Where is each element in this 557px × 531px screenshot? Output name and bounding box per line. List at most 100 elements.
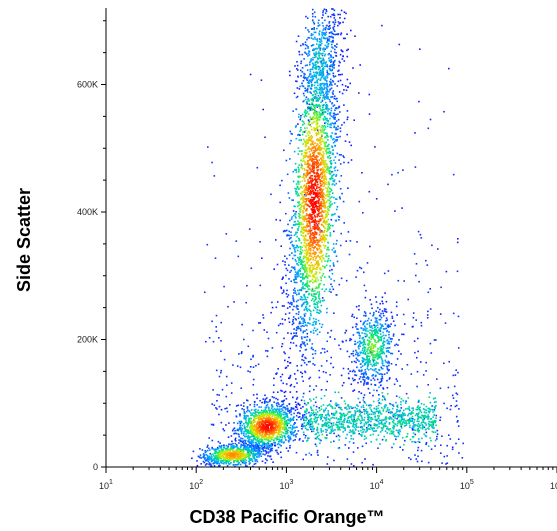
data-point	[363, 343, 365, 345]
data-point	[387, 369, 390, 372]
data-point	[239, 426, 241, 429]
data-point	[278, 438, 280, 441]
data-point	[339, 53, 342, 56]
data-point	[240, 448, 243, 451]
data-point	[242, 440, 244, 443]
data-point	[310, 294, 313, 297]
data-point	[378, 330, 380, 332]
data-point	[284, 412, 287, 414]
data-point	[300, 346, 302, 349]
data-point	[455, 415, 458, 418]
data-point	[320, 416, 322, 419]
data-point	[286, 416, 289, 418]
data-point	[347, 425, 349, 427]
data-point	[318, 105, 320, 107]
data-point	[425, 409, 428, 412]
data-point	[350, 416, 353, 418]
data-point	[281, 441, 283, 443]
data-point	[243, 414, 246, 417]
data-point	[367, 424, 370, 426]
data-point	[333, 30, 336, 32]
data-point	[316, 333, 319, 336]
data-point	[378, 356, 381, 359]
data-point	[320, 71, 323, 73]
data-point	[218, 451, 220, 454]
data-point	[310, 412, 313, 414]
data-point	[266, 355, 269, 358]
data-point	[441, 462, 443, 464]
data-point	[315, 99, 318, 101]
data-point	[293, 214, 295, 217]
data-point	[382, 327, 385, 330]
data-point	[331, 273, 334, 275]
data-point	[403, 409, 405, 412]
data-point	[359, 414, 362, 417]
data-point	[244, 412, 246, 415]
data-point	[365, 442, 367, 445]
data-point	[233, 301, 235, 303]
data-point	[296, 68, 298, 70]
data-point	[417, 399, 420, 402]
data-point	[323, 59, 325, 62]
data-point	[297, 305, 299, 307]
data-point	[310, 92, 312, 94]
data-point	[364, 329, 366, 331]
data-point	[405, 420, 407, 422]
data-point	[367, 425, 370, 427]
data-point	[253, 409, 256, 411]
data-point	[240, 430, 242, 432]
data-point	[308, 377, 310, 380]
data-point	[409, 417, 411, 420]
data-point	[445, 270, 448, 273]
data-point	[320, 405, 323, 408]
data-point	[364, 346, 367, 349]
data-point	[398, 433, 401, 436]
data-point	[429, 308, 432, 310]
data-point	[316, 428, 319, 430]
data-point	[271, 306, 274, 309]
data-point	[361, 418, 364, 420]
data-point	[428, 420, 430, 423]
data-point	[326, 83, 328, 86]
data-point	[280, 417, 282, 420]
data-point	[298, 222, 301, 225]
data-point	[331, 424, 333, 427]
data-point	[298, 322, 301, 324]
data-point	[280, 287, 283, 290]
data-point	[270, 458, 273, 460]
data-point	[295, 223, 297, 226]
data-point	[312, 76, 314, 78]
data-point	[301, 133, 304, 136]
data-point	[448, 434, 450, 436]
data-point	[326, 380, 328, 383]
data-point	[328, 155, 331, 157]
data-point	[327, 28, 329, 30]
data-point	[225, 461, 227, 464]
data-point	[351, 370, 354, 373]
data-point	[276, 451, 279, 454]
data-point	[334, 33, 336, 36]
data-point	[328, 32, 331, 34]
data-point	[249, 445, 251, 447]
data-point	[334, 391, 336, 394]
data-point	[280, 416, 282, 418]
data-point	[363, 311, 366, 313]
data-point	[303, 319, 306, 322]
data-point	[282, 260, 284, 262]
data-point	[441, 435, 443, 437]
data-point	[363, 429, 366, 431]
data-point	[370, 349, 372, 351]
data-point	[277, 402, 279, 404]
data-point	[312, 38, 314, 40]
data-point	[350, 144, 352, 147]
data-point	[305, 306, 307, 309]
data-point	[353, 389, 356, 391]
data-point	[357, 405, 359, 407]
data-point	[332, 264, 335, 266]
data-point	[324, 266, 326, 269]
data-point	[201, 449, 204, 451]
data-point	[381, 373, 383, 376]
data-point	[308, 109, 311, 112]
data-point	[316, 88, 318, 90]
data-point	[381, 362, 383, 364]
